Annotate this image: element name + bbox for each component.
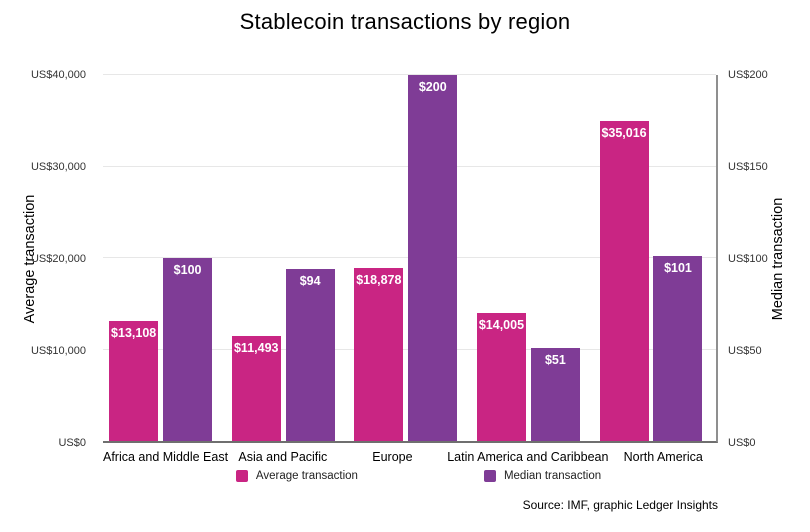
bar-value-label: $14,005 <box>478 317 525 332</box>
category-label: Africa and Middle East <box>103 450 229 464</box>
legend-item-average-transaction: Average transaction <box>235 470 358 482</box>
bar-value-label: $11,493 <box>233 340 279 355</box>
left-axis-tick-label: US$30,000 <box>30 161 86 173</box>
legend-swatch-icon <box>235 470 248 482</box>
right-axis-tick-label: US$100 <box>728 253 768 265</box>
right-axis-tick-label: US$150 <box>728 161 768 173</box>
legend-item-median-transaction: Median transaction <box>483 470 602 482</box>
category-label: North America <box>623 450 703 464</box>
legend-label: Average transaction <box>255 470 358 482</box>
bar-average-transaction: $14,005 <box>476 312 526 441</box>
bar-value-label: $51 <box>544 352 566 367</box>
bar-average-transaction: $11,493 <box>231 335 281 441</box>
legend-label: Median transaction <box>503 470 602 482</box>
legend: Average transaction Median transaction <box>111 470 726 482</box>
bar-value-label: $101 <box>664 261 692 276</box>
bar-average-transaction: $18,878 <box>354 268 404 441</box>
bar-median-transaction: $51 <box>530 347 580 441</box>
bar-value-label: $200 <box>418 80 447 94</box>
bar-average-transaction: $35,016 <box>599 120 649 441</box>
source-note: Source: IMF, graphic Ledger Insights <box>522 498 718 512</box>
bar-value-label: $94 <box>299 273 321 288</box>
chart-title: Stablecoin transactions by region <box>239 9 571 34</box>
bar-median-transaction: $94 <box>285 268 335 441</box>
bar-group: $13,108 $100 <box>103 75 226 441</box>
legend-swatch-icon <box>483 470 496 482</box>
bar-value-label: $13,108 <box>111 326 157 341</box>
right-axis-tick-label: US$0 <box>728 437 756 449</box>
left-axis-tick-label: US$20,000 <box>30 253 86 265</box>
bar-value-label: $100 <box>173 263 202 277</box>
left-axis-tick-label: US$0 <box>58 437 86 449</box>
gridline <box>103 74 716 75</box>
right-axis-ticks: US$0 US$50 US$100 US$150 US$200 <box>727 69 810 449</box>
bar-value-label: $35,016 <box>601 125 647 140</box>
category-label: Europe <box>372 450 413 464</box>
right-axis-tick-label: US$200 <box>728 69 768 81</box>
bar-median-transaction: $101 <box>653 256 703 441</box>
left-axis-tick-label: US$40,000 <box>30 69 86 81</box>
left-axis-tick-label: US$10,000 <box>30 345 86 357</box>
bar-group: $14,005 $51 <box>471 75 594 441</box>
category-label: Latin America and Caribbean <box>447 450 609 464</box>
plot-area: $13,108 $100 $11,493 $94 $18,878 $200 $14,005 $… <box>103 74 718 443</box>
category-label: Asia and Pacific <box>238 450 328 464</box>
bar-median-transaction: $100 <box>163 258 213 441</box>
right-axis-tick-label: US$50 <box>728 345 762 357</box>
bar-average-transaction: $13,108 <box>109 321 159 441</box>
left-axis-ticks: US$0 US$10,000 US$20,000 US$30,000 US$40,000 <box>0 69 95 449</box>
bar-value-label: $18,878 <box>356 273 402 288</box>
bar-group: $35,016 $101 <box>593 75 716 441</box>
bar-group: $18,878 $200 <box>348 75 471 441</box>
category-axis: Africa and Middle East Asia and Pacific Eu… <box>103 450 718 464</box>
bar-group: $11,493 $94 <box>226 75 349 441</box>
bar-median-transaction: $200 <box>408 75 458 441</box>
